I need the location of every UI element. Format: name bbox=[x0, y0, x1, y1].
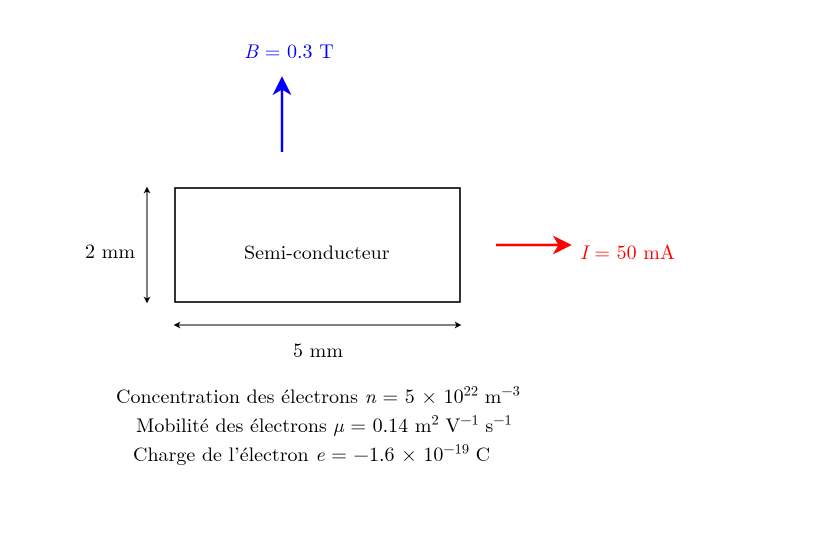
note2-sup1: 2 bbox=[431, 409, 438, 429]
note3-eq: = −1.6 × 10 bbox=[325, 438, 444, 467]
rect-label: Semi-conducteur bbox=[244, 236, 390, 265]
field-eq: = 0.3 T bbox=[258, 35, 334, 64]
note2-var: µ bbox=[333, 409, 343, 438]
note-line-1: Concentration des électrons n = 5 × 1022… bbox=[116, 380, 520, 409]
note-line-2: Mobilité des électrons µ = 0.14 m2 V−1 s… bbox=[136, 409, 512, 438]
note-line-3: Charge de l’électron e = −1.6 × 10−19 C bbox=[133, 438, 490, 467]
note3-unit: C bbox=[469, 438, 490, 467]
note2-sup2: −1 bbox=[460, 409, 478, 429]
current-label: I = 50 mA bbox=[580, 236, 675, 265]
note1-sup: 22 bbox=[464, 380, 478, 400]
note3-prefix: Charge de l’électron bbox=[133, 438, 315, 467]
note1-unitsup: −3 bbox=[501, 380, 519, 400]
dim-height-label: 2 mm bbox=[85, 235, 135, 264]
note2-sup3: −1 bbox=[493, 409, 511, 429]
diagram-canvas: Semi-conducteur 5 mm 2 mm I = 50 mA B = … bbox=[0, 0, 817, 540]
note2-mid1: V bbox=[439, 409, 461, 438]
field-label: B = 0.3 T bbox=[244, 35, 334, 64]
dim-width-label: 5 mm bbox=[293, 334, 343, 363]
current-var: I bbox=[580, 236, 588, 265]
note2-mid2: s bbox=[479, 409, 494, 438]
field-var: B bbox=[244, 35, 258, 64]
current-eq: = 50 mA bbox=[588, 236, 675, 265]
note1-var: n bbox=[365, 380, 376, 409]
note1-eq: = 5 × 10 bbox=[376, 380, 464, 409]
note3-var: e bbox=[315, 438, 324, 467]
note2-prefix: Mobilité des électrons bbox=[136, 409, 333, 438]
note1-unitpre: m bbox=[478, 380, 501, 409]
note1-prefix: Concentration des électrons bbox=[116, 380, 365, 409]
note3-sup: −19 bbox=[443, 438, 469, 458]
note2-eq: = 0.14 m bbox=[344, 409, 432, 438]
